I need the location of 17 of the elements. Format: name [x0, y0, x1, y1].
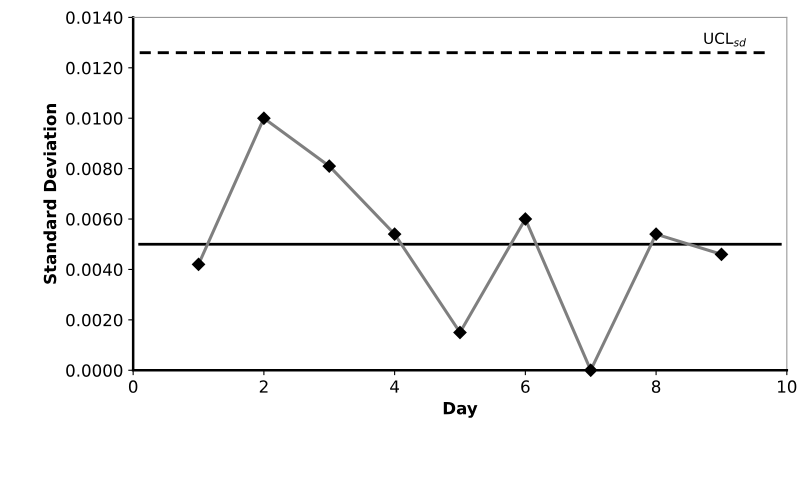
y-tick-label: 0.0060: [66, 212, 122, 226]
x-tick-label: 10: [778, 380, 796, 393]
x-tick-label: 0: [128, 380, 138, 393]
ref-line-label: UCL$_{sd}$: [704, 32, 746, 46]
y-tick-label: 0.0080: [66, 162, 122, 176]
x-axis-title: Day: [444, 402, 478, 418]
y-tick-label: 0.0100: [66, 112, 122, 125]
y-tick-label: 0.0120: [66, 62, 122, 74]
y-tick-label: 0.0020: [66, 314, 122, 326]
x-tick-label: 4: [390, 380, 399, 393]
y-tick-label: 0.0140: [66, 11, 122, 24]
y-tick-label: 0.0040: [66, 263, 122, 276]
y-tick-label: 0.0000: [66, 364, 122, 377]
y-axis-title: Standard Deviation: [43, 104, 56, 284]
x-tick-label: 2: [260, 380, 268, 393]
x-tick-label: 6: [521, 380, 530, 393]
x-tick-label: 8: [652, 380, 660, 393]
